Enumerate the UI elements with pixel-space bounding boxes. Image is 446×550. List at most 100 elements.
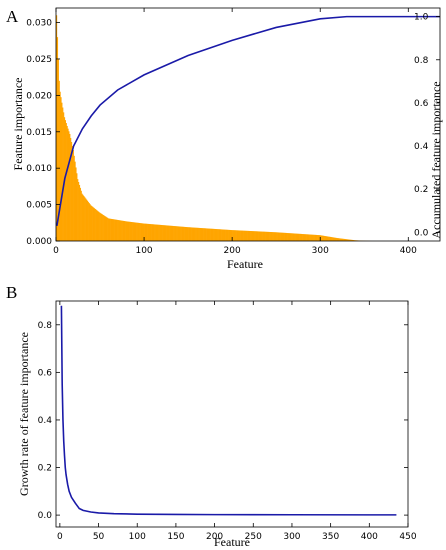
importance-bar bbox=[206, 228, 208, 241]
importance-bar bbox=[321, 235, 323, 241]
x-tick-label: 400 bbox=[361, 532, 378, 542]
x-axis-ticks-a: 0 100 200 300 400 bbox=[53, 8, 417, 256]
importance-bar bbox=[261, 231, 263, 241]
importance-bar bbox=[136, 222, 138, 241]
importance-bar bbox=[96, 210, 98, 241]
importance-bar bbox=[244, 230, 246, 241]
importance-bar bbox=[290, 233, 292, 241]
importance-bar bbox=[233, 230, 236, 241]
x-tick-label: 150 bbox=[167, 532, 184, 542]
importance-bar bbox=[309, 234, 311, 241]
y-tick-label: 0.8 bbox=[38, 321, 53, 331]
importance-bar bbox=[214, 228, 216, 241]
importance-bar bbox=[237, 230, 239, 241]
importance-bar bbox=[312, 234, 314, 241]
importance-bar bbox=[79, 187, 81, 241]
importance-bar bbox=[251, 231, 253, 241]
x-tick-label: 250 bbox=[245, 532, 262, 542]
importance-bar bbox=[156, 224, 158, 241]
importance-bar bbox=[222, 229, 224, 241]
importance-bar bbox=[153, 224, 155, 241]
importance-bar bbox=[310, 234, 312, 241]
x-tick-label: 300 bbox=[312, 246, 329, 256]
importance-bar bbox=[270, 232, 272, 241]
y2-tick-label: 0.8 bbox=[414, 56, 429, 66]
importance-bar bbox=[289, 233, 291, 241]
importance-bar bbox=[229, 229, 231, 241]
importance-bar bbox=[223, 229, 225, 241]
importance-bar bbox=[181, 226, 184, 241]
y-tick-label: 0.6 bbox=[38, 368, 53, 378]
importance-bar bbox=[161, 225, 163, 241]
importance-bar bbox=[270, 232, 273, 241]
importance-bar bbox=[291, 233, 293, 241]
importance-bar bbox=[102, 214, 104, 241]
importance-bar bbox=[95, 209, 97, 241]
importance-bar bbox=[85, 199, 88, 241]
importance-bar bbox=[256, 231, 258, 241]
importance-bar bbox=[258, 231, 260, 241]
importance-bar bbox=[147, 223, 149, 241]
importance-bar bbox=[266, 231, 268, 241]
importance-bar bbox=[185, 227, 187, 241]
importance-bar bbox=[108, 218, 111, 241]
importance-bar bbox=[159, 224, 161, 241]
importance-bar bbox=[128, 221, 130, 241]
importance-bar bbox=[255, 231, 258, 241]
importance-bar bbox=[127, 221, 129, 241]
importance-bar bbox=[203, 228, 205, 241]
importance-bar bbox=[190, 227, 192, 241]
importance-bar bbox=[110, 218, 112, 241]
importance-bar bbox=[174, 226, 176, 241]
importance-bar bbox=[62, 107, 64, 241]
importance-bar bbox=[243, 230, 245, 241]
importance-bar bbox=[230, 230, 232, 241]
importance-bar bbox=[132, 222, 134, 241]
importance-bar bbox=[104, 216, 106, 241]
importance-bar bbox=[148, 223, 150, 241]
importance-bar bbox=[271, 232, 273, 241]
importance-bar bbox=[140, 223, 142, 241]
importance-bar bbox=[221, 229, 223, 241]
panel-b-label: B bbox=[6, 283, 17, 302]
importance-bar bbox=[77, 179, 79, 241]
importance-bar bbox=[176, 226, 178, 241]
importance-bar bbox=[245, 230, 247, 241]
importance-bar bbox=[107, 218, 110, 241]
importance-bar bbox=[224, 229, 226, 241]
importance-bar bbox=[126, 221, 128, 241]
y-tick-label: 0.025 bbox=[26, 55, 52, 65]
importance-bar bbox=[277, 232, 280, 241]
importance-bar bbox=[316, 235, 318, 241]
importance-bar bbox=[133, 222, 135, 241]
importance-bars bbox=[56, 15, 373, 242]
importance-bar bbox=[211, 228, 213, 241]
importance-bar bbox=[152, 224, 155, 241]
importance-bar bbox=[188, 227, 191, 241]
importance-bar bbox=[347, 239, 349, 241]
importance-bar bbox=[262, 231, 265, 241]
importance-bar bbox=[205, 228, 207, 241]
importance-bar bbox=[166, 225, 168, 241]
importance-bar bbox=[56, 15, 58, 242]
importance-bar bbox=[155, 224, 157, 241]
importance-bar bbox=[84, 197, 86, 241]
y-tick-label: 0.4 bbox=[38, 416, 53, 426]
importance-bar bbox=[255, 231, 257, 241]
importance-bar bbox=[274, 232, 276, 241]
importance-bar bbox=[299, 233, 301, 241]
y2-tick-label: 0.0 bbox=[414, 228, 429, 238]
importance-bar bbox=[340, 238, 342, 241]
importance-bar bbox=[344, 238, 346, 241]
importance-bar bbox=[94, 208, 96, 241]
importance-bar bbox=[59, 91, 61, 241]
panel-b: B 0 50 100 150 200 250 300 350 400 450 0.00.20.40… bbox=[6, 283, 417, 549]
importance-bar bbox=[305, 234, 307, 241]
importance-bar bbox=[329, 236, 331, 241]
importance-bar bbox=[61, 102, 63, 241]
importance-bar bbox=[111, 219, 113, 241]
importance-bar bbox=[144, 223, 146, 241]
importance-bar bbox=[195, 227, 197, 241]
importance-bar bbox=[200, 228, 202, 241]
importance-bar bbox=[325, 236, 327, 241]
